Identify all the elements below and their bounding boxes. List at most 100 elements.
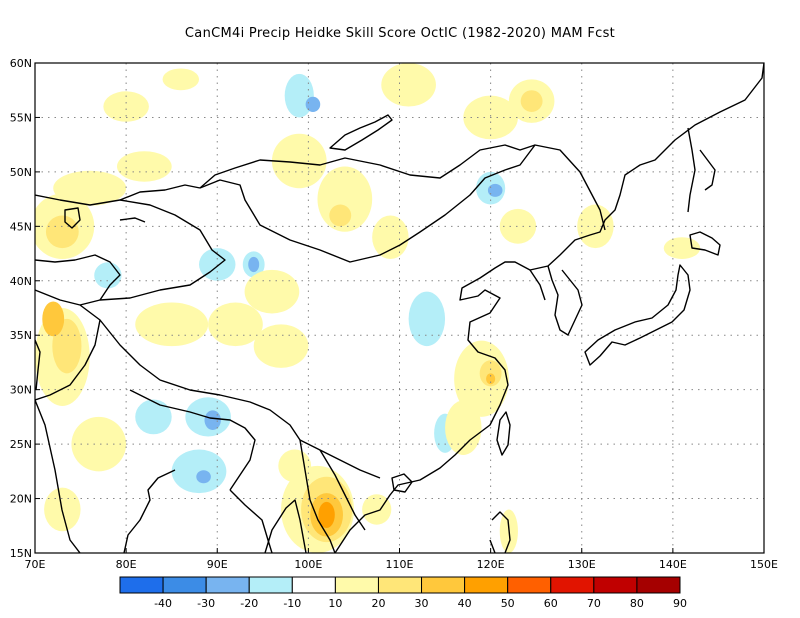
lon-tick-label: 150E <box>750 558 778 571</box>
lon-tick-label: 130E <box>568 558 596 571</box>
coastline-sakhalin <box>687 127 696 213</box>
colorbar-swatch <box>248 576 293 594</box>
lon-tick-label: 140E <box>659 558 687 571</box>
lon-tick-label: 90E <box>207 558 228 571</box>
coastline-okhotsk <box>699 149 716 191</box>
colorbar-swatch <box>464 576 509 594</box>
lon-tick-label: 100E <box>294 558 322 571</box>
latitude-ticks: 15N 20N 25N 30N 35N 40N 45N 50N 55N 60N <box>10 57 40 560</box>
lon-tick-label: 110E <box>386 558 414 571</box>
colorbar-swatch <box>291 576 336 594</box>
skill-region <box>162 68 200 91</box>
skill-region <box>271 133 327 189</box>
skill-region <box>372 215 409 259</box>
lake-baikal <box>329 114 393 151</box>
skill-region <box>53 170 127 206</box>
skill-region <box>42 301 65 337</box>
lat-tick-label: 40N <box>10 275 32 288</box>
colorbar-swatch <box>377 576 423 594</box>
border-koreas <box>529 269 546 301</box>
colorbar-label: 50 <box>501 597 515 610</box>
lat-tick-label: 30N <box>10 384 32 397</box>
skill-region <box>487 183 503 197</box>
skill-region <box>71 416 127 472</box>
border-china <box>199 144 606 263</box>
longitude-ticks: 70E 80E 90E 100E 110E 120E 130E 140E 150E <box>25 548 778 571</box>
colorbar-swatch <box>550 576 595 594</box>
coastline-mainland <box>35 63 764 553</box>
colorbar-swatch <box>636 576 681 594</box>
skill-region <box>244 269 300 314</box>
colorbar-swatch <box>421 576 466 594</box>
colorbar-label: 40 <box>458 597 472 610</box>
skill-region <box>381 63 436 107</box>
coastline-hainan <box>391 473 413 493</box>
border-kazakhstan-north <box>35 184 201 206</box>
border-pakistan <box>35 289 101 401</box>
lat-tick-label: 45N <box>10 220 32 233</box>
skill-region <box>94 262 122 289</box>
skill-region <box>135 302 209 347</box>
colorbar: -40 -30 -20 -10 10 20 30 40 50 60 70 80 90 <box>119 576 687 610</box>
dotted-gridlines <box>35 63 764 553</box>
border-india-nepal <box>129 389 256 491</box>
lon-tick-label: 80E <box>116 558 137 571</box>
colorbar-swatch <box>593 576 638 594</box>
lat-tick-label: 50N <box>10 166 32 179</box>
skill-region <box>171 449 227 494</box>
coastlines-and-borders <box>35 63 764 553</box>
colorbar-swatch <box>162 576 207 594</box>
skill-region <box>318 501 335 528</box>
skill-region <box>486 373 496 385</box>
skill-region <box>479 360 502 387</box>
border-mongolia-north <box>199 144 536 189</box>
skill-region <box>445 400 482 455</box>
skill-region <box>520 90 543 113</box>
skill-region <box>329 204 352 227</box>
border-indochina <box>299 439 336 553</box>
colorbar-label: -40 <box>154 597 172 610</box>
coastline-luzon <box>489 511 511 553</box>
map-title: CanCM4i Precip Heidke Skill Score OctIC … <box>184 26 616 41</box>
skill-region <box>305 96 321 112</box>
colorbar-label: 20 <box>371 597 385 610</box>
skill-region <box>408 291 446 347</box>
skill-region <box>499 208 537 244</box>
border-central-asia <box>35 254 121 301</box>
lat-tick-label: 55N <box>10 111 32 124</box>
colorbar-label: -30 <box>197 597 215 610</box>
border-laos-vietnam <box>319 449 366 531</box>
skill-region <box>45 215 79 249</box>
colorbar-swatch <box>507 576 552 594</box>
lat-tick-label: 25N <box>10 438 32 451</box>
colorbar-label: 30 <box>415 597 429 610</box>
skill-region <box>253 324 309 368</box>
skill-region <box>117 151 172 182</box>
skill-region <box>362 494 392 525</box>
colorbar-swatch <box>119 576 164 594</box>
skill-region <box>196 470 211 484</box>
lake-balkhash <box>119 217 146 223</box>
colorbar-label: 10 <box>328 597 342 610</box>
coastline-japan <box>584 231 721 366</box>
skill-region <box>248 256 260 273</box>
colorbar-label: -20 <box>240 597 258 610</box>
colorbar-swatch <box>334 576 379 594</box>
skill-shading-layer <box>35 63 701 553</box>
border-kazakhstan <box>79 199 226 306</box>
lon-tick-label: 120E <box>477 558 505 571</box>
skill-region <box>135 399 172 435</box>
coastline-aral <box>64 207 81 229</box>
skill-region <box>204 410 221 430</box>
colorbar-label: -10 <box>283 597 301 610</box>
lat-tick-label: 35N <box>10 329 32 342</box>
border-tibet-south <box>99 319 381 479</box>
skill-region <box>103 91 149 122</box>
coastline-india-west <box>35 339 41 391</box>
colorbar-label: 60 <box>544 597 558 610</box>
lat-tick-label: 20N <box>10 493 32 506</box>
skill-region <box>208 302 263 347</box>
border-myanmar <box>229 489 273 553</box>
coastline-taiwan <box>496 411 511 456</box>
